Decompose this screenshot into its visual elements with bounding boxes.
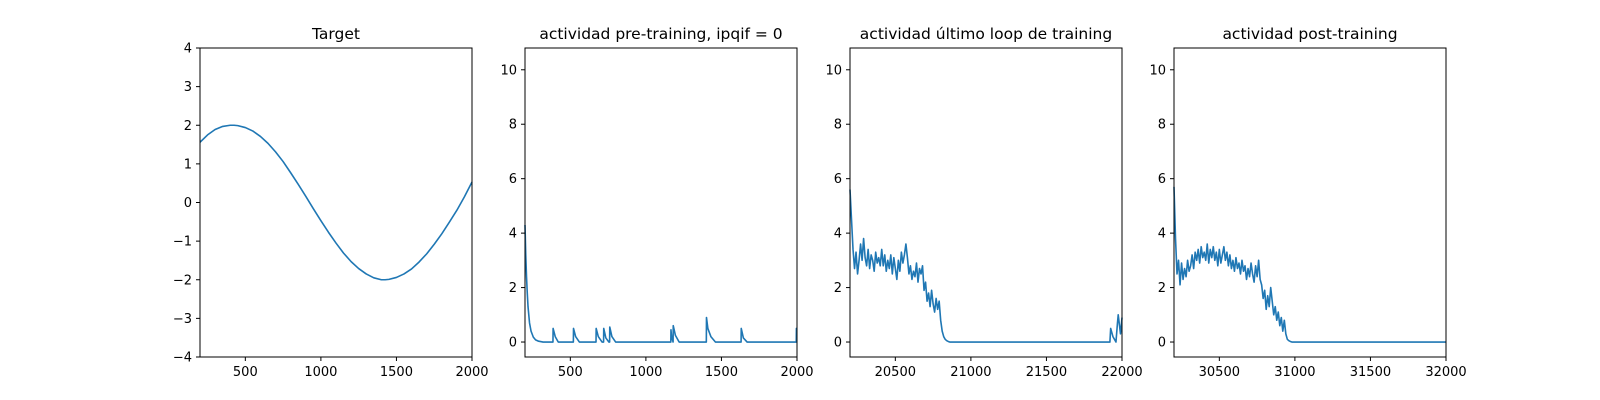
axes-frame [199,47,473,358]
plot-area [850,48,1122,357]
x-tick-label: 500 [558,365,583,380]
y-tick-label: 10 [1149,63,1166,78]
x-tick-label: 500 [233,365,258,380]
y-tick-label: 2 [184,119,192,134]
y-tick-label: 8 [509,118,517,133]
y-tick-label: 0 [184,196,192,211]
x-tick-label: 2000 [455,365,488,380]
axes-frame [524,47,798,358]
y-tick-label: 0 [834,336,842,351]
x-tick-label: 1000 [304,365,337,380]
chart-panel-4: actividad post-training 30500 31000 31500 32… [1149,25,1466,380]
y-tick-label: 3 [184,80,192,95]
x-tick-label: 30500 [1199,365,1240,380]
plot-area [525,48,797,357]
axes-frame [1173,47,1447,358]
x-tick-label: 1500 [380,365,413,380]
y-tick-label: 4 [509,227,517,242]
y-tick-label: 10 [500,63,517,78]
x-tick-label: 1000 [629,365,662,380]
y-tick-label: 4 [834,227,842,242]
y-tick-label: −3 [173,312,192,327]
chart-panel-2: actividad pre-training, ipqif = 0 500 1000… [500,25,813,380]
y-tick-label: 0 [509,336,517,351]
axes-frame [849,47,1123,358]
y-tick-label: 8 [1158,118,1166,133]
x-tick-label: 21000 [950,365,991,380]
y-tick-label: 4 [1158,227,1166,242]
x-tick-label: 2000 [780,365,813,380]
x-tick-label: 20500 [875,365,916,380]
y-tick-label: 2 [1158,281,1166,296]
y-tick-label: −4 [173,351,192,366]
chart-title: actividad post-training [1222,25,1397,43]
y-tick-label: 1 [184,157,192,172]
plot-area [200,48,472,357]
series-line-target [199,124,473,281]
x-tick-label: 21500 [1026,365,1067,380]
chart-title: actividad último loop de training [860,25,1112,43]
series-line-last-training-loop [849,189,1123,343]
y-tick-label: 2 [509,281,517,296]
y-tick-label: 0 [1158,336,1166,351]
chart-panel-1: Target 500 1000 1500 2000 −4 −3 −2 −1 0 1 2 3 4 [173,25,489,380]
x-tick-label: 32000 [1425,365,1466,380]
y-tick-label: 8 [834,118,842,133]
x-tick-label: 1500 [705,365,738,380]
x-tick-label: 31500 [1350,365,1391,380]
chart-title: actividad pre-training, ipqif = 0 [539,25,782,43]
y-tick-label: 10 [825,63,842,78]
x-tick-label: 31000 [1274,365,1315,380]
series-line-pre-training [524,224,798,343]
series-line-post-training [1173,186,1446,343]
y-tick-label: −2 [173,273,192,288]
y-tick-label: 2 [834,281,842,296]
y-tick-label: −1 [173,235,192,250]
y-tick-label: 6 [509,172,517,187]
chart-title: Target [311,25,360,43]
x-tick-label: 22000 [1101,365,1142,380]
y-tick-label: 4 [184,42,192,57]
y-tick-label: 6 [1158,172,1166,187]
y-tick-label: 6 [834,172,842,187]
plot-area [1174,48,1446,357]
